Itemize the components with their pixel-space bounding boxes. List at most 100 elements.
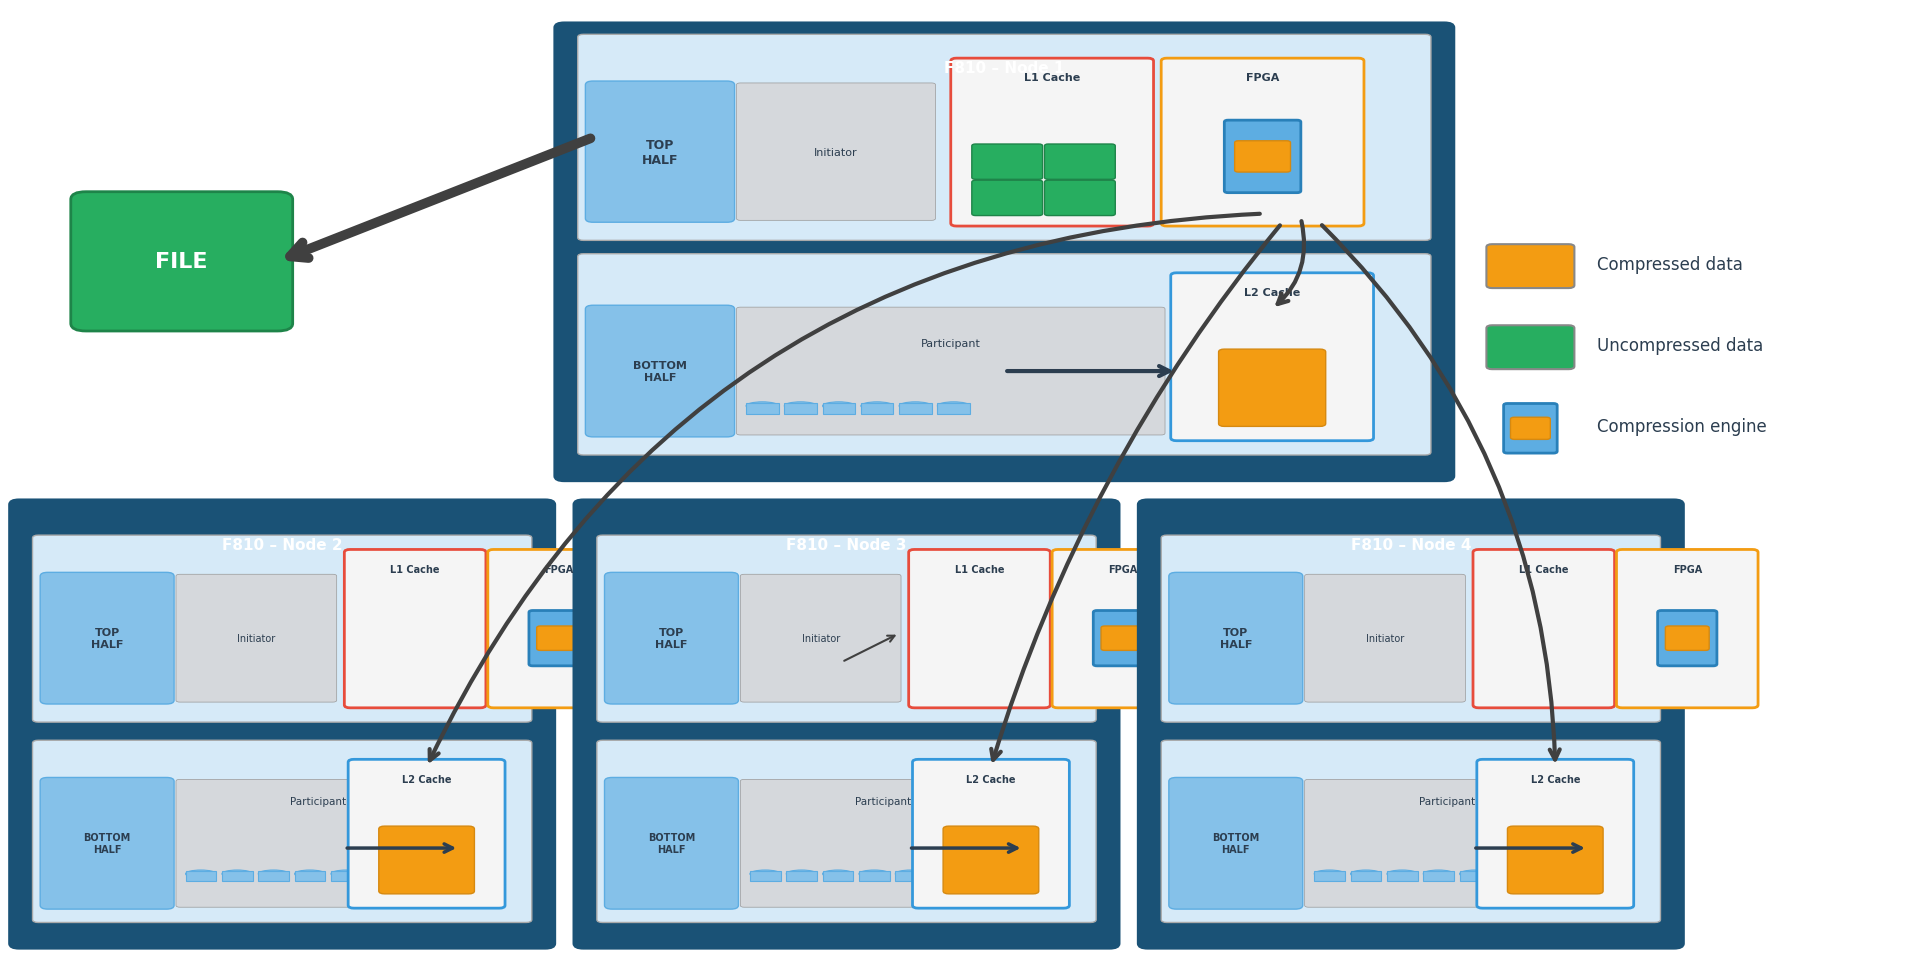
Ellipse shape [859, 870, 890, 878]
FancyBboxPatch shape [605, 573, 738, 704]
Text: Initiator: Initiator [802, 634, 840, 643]
FancyBboxPatch shape [578, 35, 1431, 241]
FancyBboxPatch shape [1504, 404, 1557, 454]
FancyBboxPatch shape [1169, 573, 1303, 704]
Bar [937, 403, 970, 415]
FancyBboxPatch shape [13, 502, 551, 587]
Text: BOTTOM
HALF: BOTTOM HALF [84, 833, 130, 854]
FancyBboxPatch shape [943, 826, 1039, 894]
FancyBboxPatch shape [1486, 245, 1574, 289]
Bar [899, 403, 932, 415]
FancyBboxPatch shape [33, 740, 532, 923]
FancyBboxPatch shape [71, 193, 293, 332]
Text: Participant: Participant [291, 796, 346, 805]
Text: TOP
HALF: TOP HALF [1220, 628, 1251, 649]
Bar [746, 403, 779, 415]
FancyBboxPatch shape [176, 780, 461, 907]
FancyBboxPatch shape [1171, 274, 1374, 441]
FancyBboxPatch shape [10, 500, 555, 948]
FancyBboxPatch shape [33, 536, 532, 722]
Text: Participant: Participant [1419, 796, 1475, 805]
FancyBboxPatch shape [488, 550, 629, 708]
FancyBboxPatch shape [1234, 142, 1291, 172]
Ellipse shape [899, 402, 932, 411]
FancyBboxPatch shape [574, 500, 1119, 948]
FancyBboxPatch shape [1616, 550, 1758, 708]
Text: L1 Cache: L1 Cache [390, 564, 440, 574]
Text: L2 Cache: L2 Cache [966, 774, 1016, 783]
Text: Compressed data: Compressed data [1597, 256, 1743, 274]
Text: L2 Cache: L2 Cache [402, 774, 451, 783]
Text: TOP
HALF: TOP HALF [641, 138, 679, 167]
Text: TOP
HALF: TOP HALF [656, 628, 687, 649]
Text: L1 Cache: L1 Cache [1519, 564, 1569, 574]
Text: FPGA: FPGA [543, 564, 574, 574]
FancyBboxPatch shape [597, 740, 1096, 923]
Bar [750, 871, 781, 882]
Text: F810 – Node 1: F810 – Node 1 [945, 61, 1064, 76]
Bar [295, 871, 325, 882]
Bar [186, 871, 216, 882]
Text: L2 Cache: L2 Cache [1243, 288, 1301, 297]
Text: Initiator: Initiator [1366, 634, 1404, 643]
FancyBboxPatch shape [597, 536, 1096, 722]
FancyBboxPatch shape [737, 84, 935, 221]
Text: Participant: Participant [855, 796, 911, 805]
Ellipse shape [895, 870, 926, 878]
Text: L1 Cache: L1 Cache [955, 564, 1004, 574]
FancyBboxPatch shape [1305, 780, 1590, 907]
Text: FILE: FILE [155, 253, 209, 272]
Text: Initiator: Initiator [815, 148, 857, 157]
Ellipse shape [1351, 870, 1381, 878]
FancyBboxPatch shape [909, 550, 1050, 708]
Text: FPGA: FPGA [1245, 73, 1280, 83]
FancyBboxPatch shape [1094, 611, 1152, 666]
FancyBboxPatch shape [972, 181, 1043, 216]
FancyBboxPatch shape [1044, 145, 1115, 180]
Text: TOP
HALF: TOP HALF [92, 628, 122, 649]
FancyBboxPatch shape [951, 59, 1154, 227]
FancyBboxPatch shape [1044, 181, 1115, 216]
Bar [1423, 871, 1454, 882]
Ellipse shape [295, 870, 325, 878]
FancyBboxPatch shape [176, 575, 337, 702]
Bar [895, 871, 926, 882]
Ellipse shape [937, 402, 970, 411]
Bar [1460, 871, 1490, 882]
FancyBboxPatch shape [737, 308, 1165, 436]
Text: BOTTOM
HALF: BOTTOM HALF [1213, 833, 1259, 854]
Ellipse shape [186, 870, 216, 878]
FancyBboxPatch shape [538, 626, 580, 651]
Bar [331, 871, 362, 882]
Ellipse shape [746, 402, 779, 411]
FancyBboxPatch shape [740, 780, 1025, 907]
Ellipse shape [1387, 870, 1418, 878]
Ellipse shape [222, 870, 253, 878]
FancyBboxPatch shape [1657, 611, 1718, 666]
Text: F810 – Node 4: F810 – Node 4 [1351, 537, 1471, 552]
FancyBboxPatch shape [555, 24, 1454, 481]
FancyBboxPatch shape [1305, 575, 1465, 702]
FancyBboxPatch shape [1219, 350, 1326, 427]
Text: Uncompressed data: Uncompressed data [1597, 337, 1764, 355]
Bar [823, 403, 855, 415]
Ellipse shape [331, 870, 362, 878]
FancyBboxPatch shape [40, 573, 174, 704]
Text: F810 – Node 3: F810 – Node 3 [786, 537, 907, 552]
Text: L1 Cache: L1 Cache [1023, 73, 1081, 83]
Text: Participant: Participant [920, 338, 981, 348]
Bar [222, 871, 253, 882]
FancyBboxPatch shape [1224, 121, 1301, 193]
Bar [1387, 871, 1418, 882]
Text: BOTTOM
HALF: BOTTOM HALF [649, 833, 694, 854]
FancyBboxPatch shape [379, 826, 474, 894]
Bar [1351, 871, 1381, 882]
Ellipse shape [786, 870, 817, 878]
Ellipse shape [823, 870, 853, 878]
Text: F810 – Node 2: F810 – Node 2 [222, 537, 342, 552]
FancyBboxPatch shape [528, 611, 587, 666]
Ellipse shape [1314, 870, 1345, 878]
FancyBboxPatch shape [913, 760, 1069, 908]
FancyBboxPatch shape [1138, 500, 1683, 948]
Ellipse shape [1423, 870, 1454, 878]
